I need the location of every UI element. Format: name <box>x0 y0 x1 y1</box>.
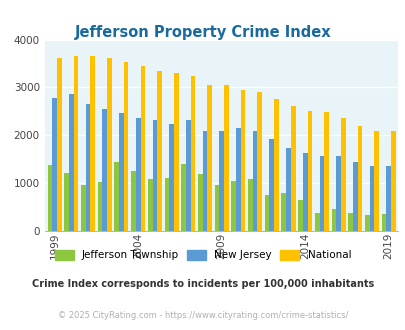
Bar <box>169 124 173 231</box>
Bar <box>157 71 162 231</box>
Bar <box>219 131 224 231</box>
Legend: Jefferson Township, New Jersey, National: Jefferson Township, New Jersey, National <box>55 250 350 260</box>
Bar <box>335 156 340 231</box>
Bar <box>131 171 136 231</box>
Bar <box>257 92 262 231</box>
Bar <box>185 120 190 231</box>
Bar <box>57 58 62 231</box>
Bar <box>281 193 286 231</box>
Bar <box>173 73 178 231</box>
Bar <box>90 56 95 231</box>
Bar <box>52 98 57 231</box>
Bar <box>231 181 235 231</box>
Bar <box>340 118 345 231</box>
Bar <box>319 156 324 231</box>
Bar <box>264 195 269 231</box>
Bar <box>390 130 395 231</box>
Bar <box>347 213 352 231</box>
Text: Crime Index corresponds to incidents per 100,000 inhabitants: Crime Index corresponds to incidents per… <box>32 279 373 289</box>
Bar <box>190 76 195 231</box>
Bar <box>140 66 145 231</box>
Bar <box>207 84 211 231</box>
Bar <box>47 165 52 231</box>
Bar <box>297 200 302 231</box>
Bar <box>164 178 169 231</box>
Bar <box>352 162 357 231</box>
Bar <box>331 209 335 231</box>
Bar <box>381 214 386 231</box>
Bar <box>269 139 273 231</box>
Bar <box>136 118 140 231</box>
Bar <box>85 104 90 231</box>
Bar <box>124 62 128 231</box>
Text: © 2025 CityRating.com - https://www.cityrating.com/crime-statistics/: © 2025 CityRating.com - https://www.city… <box>58 312 347 320</box>
Bar <box>152 120 157 231</box>
Bar <box>81 184 85 231</box>
Bar <box>69 94 74 231</box>
Text: Jefferson Property Crime Index: Jefferson Property Crime Index <box>75 25 330 40</box>
Bar <box>181 164 185 231</box>
Bar <box>373 130 378 231</box>
Bar <box>102 109 107 231</box>
Bar <box>364 215 369 231</box>
Bar <box>324 112 328 231</box>
Bar <box>240 90 245 231</box>
Bar <box>114 162 119 231</box>
Bar <box>202 130 207 231</box>
Bar <box>314 213 319 231</box>
Bar <box>386 166 390 231</box>
Bar <box>64 173 69 231</box>
Bar <box>224 85 228 231</box>
Bar <box>247 179 252 231</box>
Bar <box>307 111 311 231</box>
Bar <box>273 99 278 231</box>
Bar <box>252 131 257 231</box>
Bar <box>107 58 111 231</box>
Bar <box>302 152 307 231</box>
Bar <box>74 56 78 231</box>
Bar <box>357 126 361 231</box>
Bar <box>235 128 240 231</box>
Bar <box>286 148 290 231</box>
Bar <box>290 106 295 231</box>
Bar <box>98 182 102 231</box>
Bar <box>369 166 373 231</box>
Bar <box>198 174 202 231</box>
Bar <box>147 179 152 231</box>
Bar <box>119 113 124 231</box>
Bar <box>214 185 219 231</box>
